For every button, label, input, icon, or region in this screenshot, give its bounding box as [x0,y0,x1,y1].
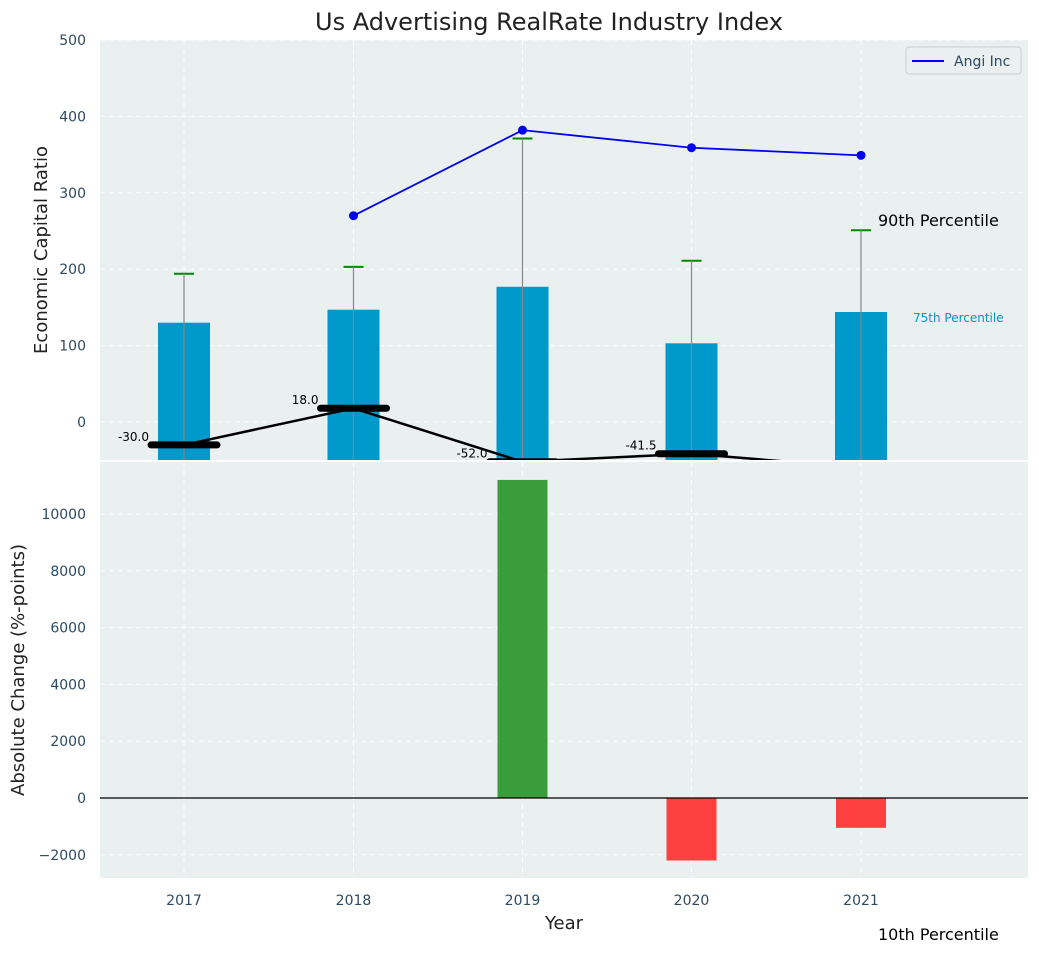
change-bar [666,798,717,861]
x-tick-label: 2021 [843,893,879,909]
percentile-10-line [147,404,783,460]
bottom-grid [100,462,1028,878]
company-polyline [353,129,862,217]
change-bar [836,798,886,828]
top-y-tick-label: 100 [59,339,86,355]
top-y-tick-label: 500 [59,33,86,49]
top-plot-area [100,40,1028,460]
top-y-axis-label: Economic Capital Ratio [31,146,52,354]
bottom-panel: −2000 0 2000 4000 6000 8000 10000 2017 2018 2019… [8,462,1028,934]
bottom-y-tick-label: 10000 [41,507,86,523]
top-panel: 0 100 200 300 400 500 -30.0 18.0 -52.0 -41.5 Eco… [31,33,1028,461]
top-y-tick-label: 400 [59,109,86,125]
chart-title: Us Advertising RealRate Industry Index [315,8,783,36]
x-tick-label: 2019 [505,893,541,909]
top-y-tick-label: 0 [77,415,86,431]
percentile-10-value-label: -41.5 [625,439,656,453]
bottom-y-tick-label: 4000 [50,677,86,693]
top-y-tick-label: 300 [59,186,86,202]
company-line [349,125,866,221]
bottom-y-tick-label: 8000 [50,564,86,580]
top-y-ticks: 0 100 200 300 400 500 [59,33,86,431]
percentile-10-polyline [183,406,783,460]
company-point [856,150,866,160]
bottom-plot-area [100,462,1028,878]
company-point [518,125,527,135]
company-point [687,143,696,153]
x-tick-label: 2020 [674,893,710,909]
company-point [349,211,358,221]
bottom-y-tick-label: −2000 [39,848,86,864]
change-bars [497,479,886,861]
percentile-10-value-label: -30.0 [118,430,149,444]
whisker-lines [183,138,862,460]
x-tick-label: 2018 [336,893,372,909]
percentile-10-value-label: -52.0 [456,447,487,461]
x-axis-label: Year [544,913,584,934]
bottom-y-tick-label: 6000 [50,621,86,637]
percentile-10-value-label: 18.0 [292,393,319,407]
label-90th-percentile: 90th Percentile [878,211,999,230]
bottom-y-axis-label: Absolute Change (%-points) [8,544,29,796]
x-tick-label: 2017 [166,893,202,909]
x-ticks: 2017 2018 2019 2020 2021 [166,893,879,909]
bottom-y-tick-label: 0 [77,791,86,807]
label-10th-percentile: 10th Percentile [878,925,999,944]
bottom-y-tick-label: 2000 [50,734,86,750]
percentile-10-labels: -30.0 18.0 -52.0 -41.5 [118,393,657,460]
legend-label: Angi Inc [954,54,1010,70]
bottom-y-ticks: −2000 0 2000 4000 6000 8000 10000 [39,507,86,864]
legend: Angi Inc [905,46,1022,75]
legend-box [905,46,1022,75]
top-y-tick-label: 200 [59,262,86,278]
label-75th-percentile: 75th Percentile [913,311,1004,325]
change-bar [497,479,548,798]
